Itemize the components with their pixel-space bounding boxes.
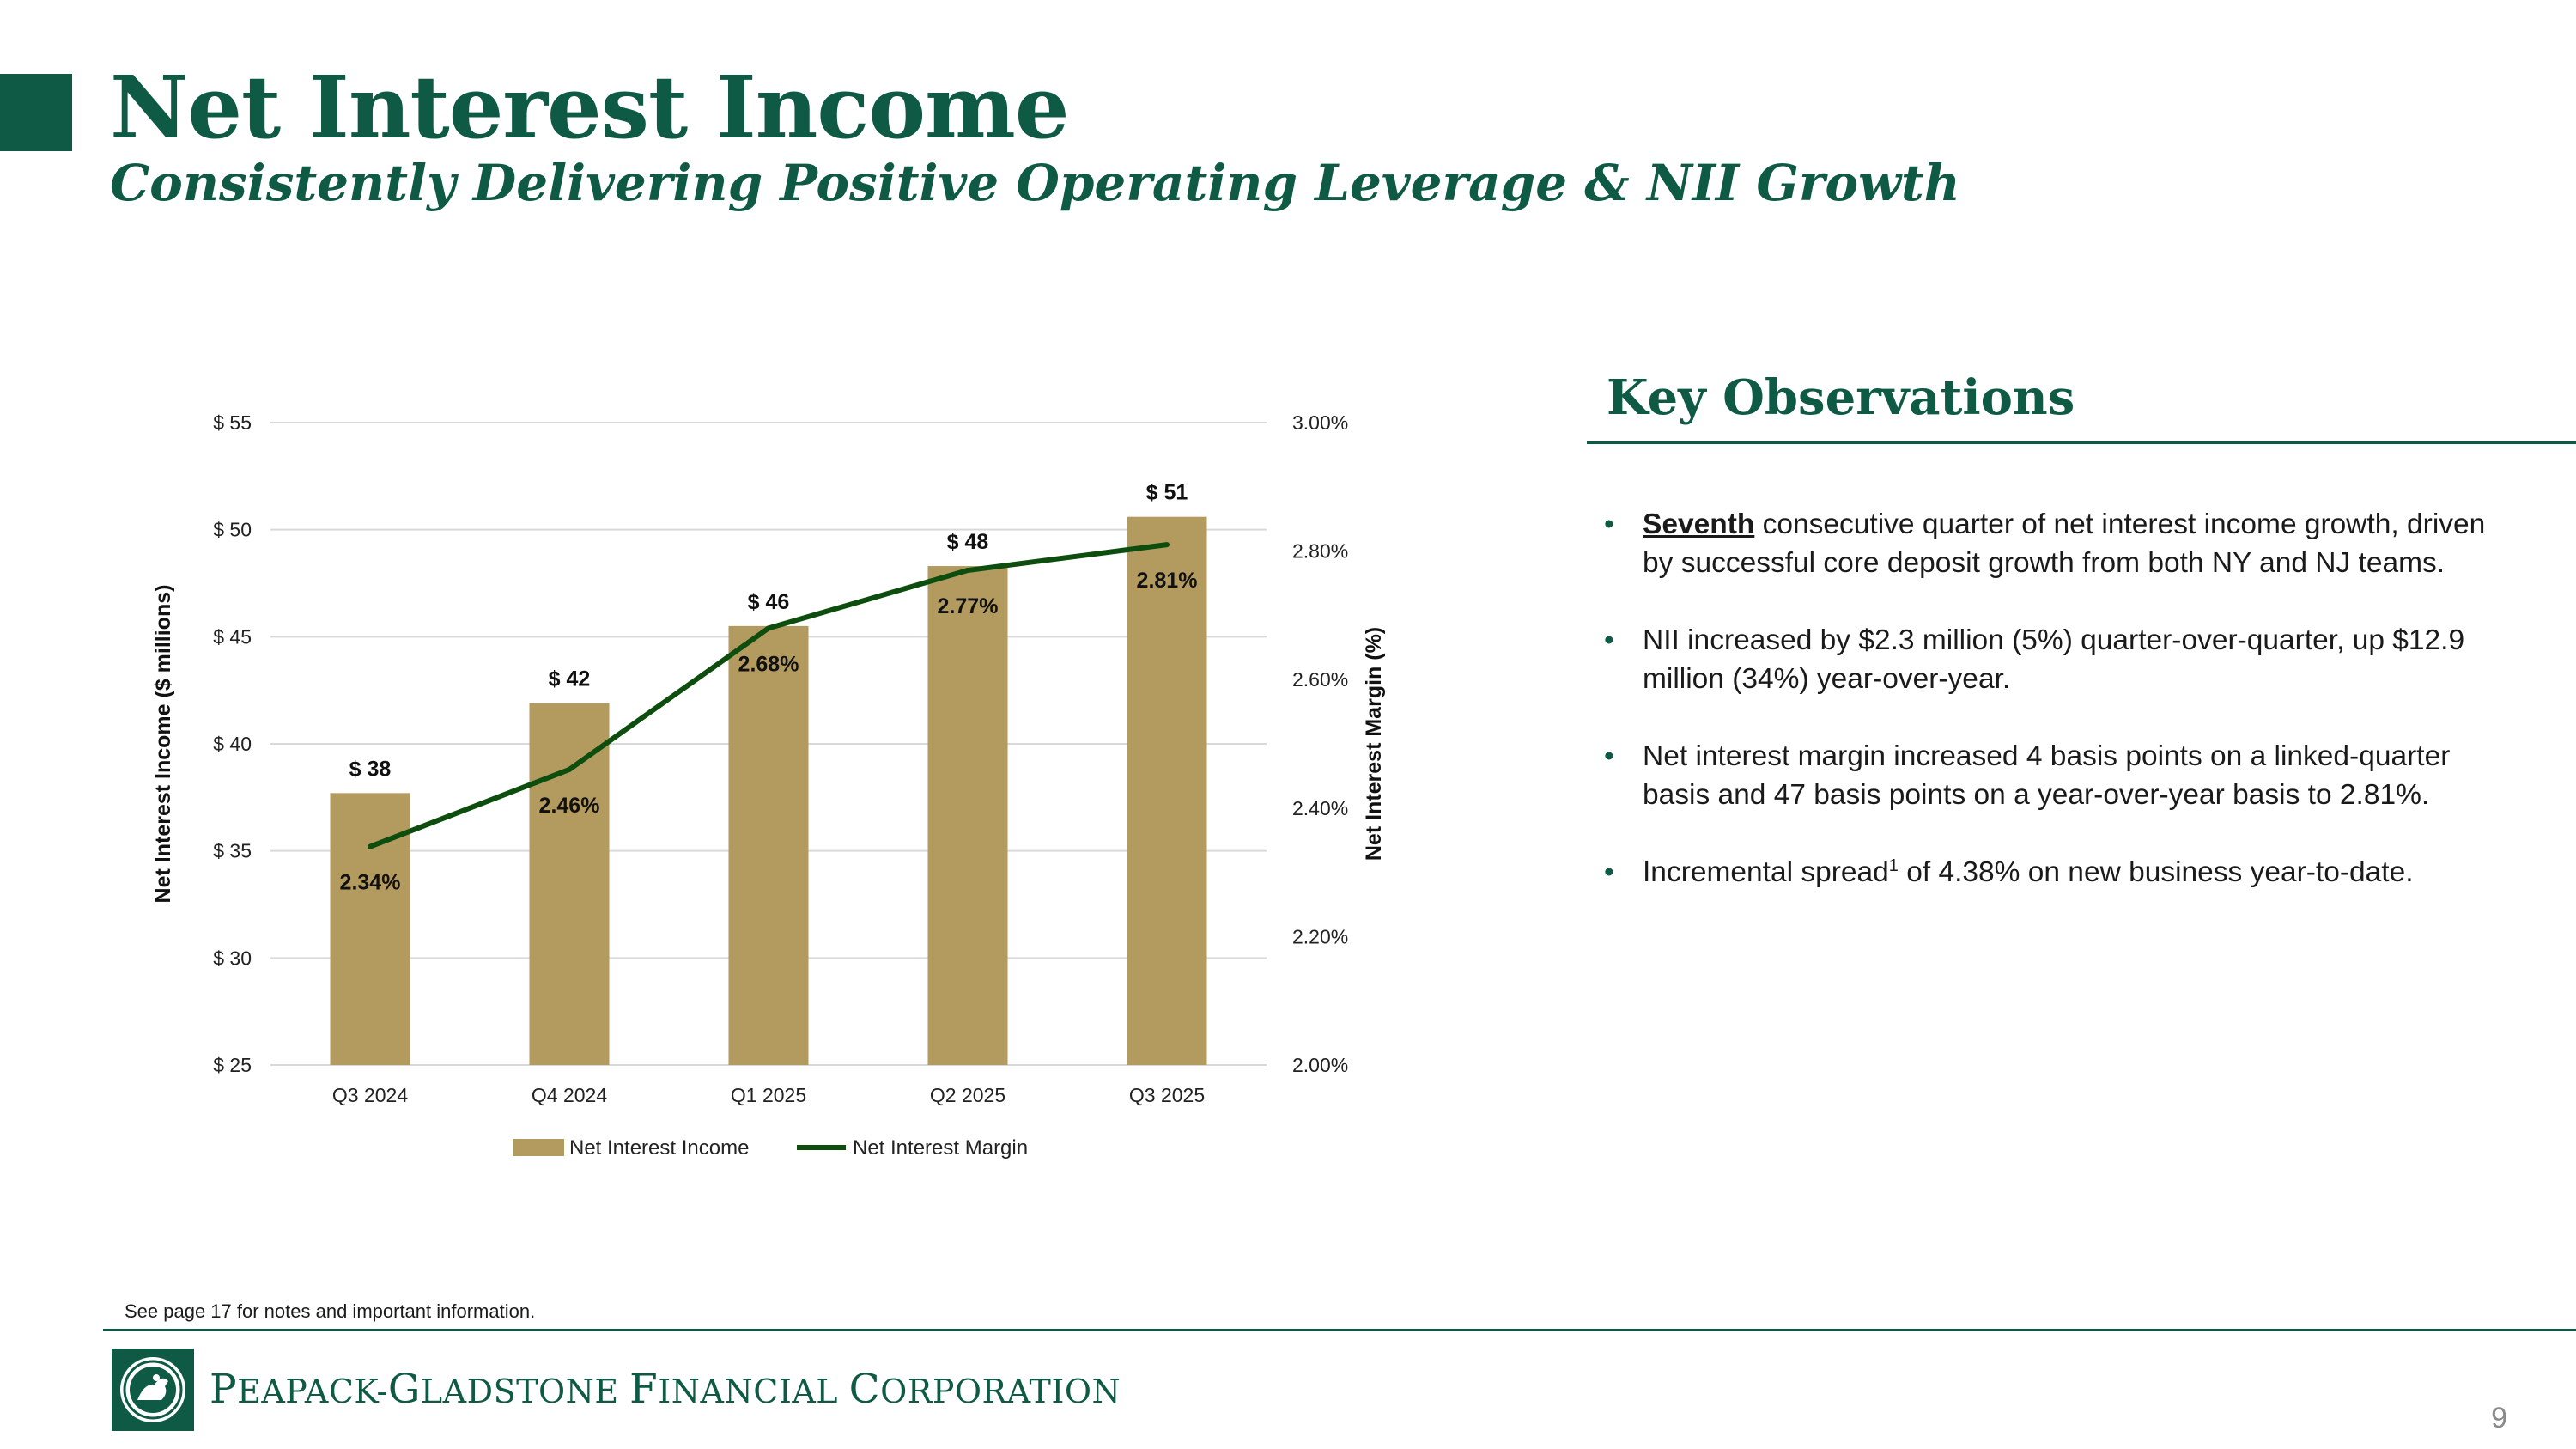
bar-nii bbox=[529, 703, 610, 1065]
x-tick-label: Q2 2025 bbox=[930, 1084, 1005, 1106]
x-tick-label: Q3 2025 bbox=[1129, 1084, 1205, 1106]
observation-text: NII increased by $2.3 million (5%) quart… bbox=[1643, 624, 2465, 695]
observation-text: Net interest margin increased 4 basis po… bbox=[1643, 740, 2451, 811]
x-tick-label: Q3 2024 bbox=[332, 1084, 408, 1106]
bullet-icon: • bbox=[1604, 624, 1614, 656]
y2-tick-label: 2.80% bbox=[1292, 540, 1348, 563]
company-seal-logo bbox=[112, 1349, 194, 1431]
observation-text: Incremental spread bbox=[1643, 856, 1889, 888]
bullet-icon: • bbox=[1604, 508, 1614, 540]
page-title: Net Interest Income bbox=[110, 57, 1069, 158]
y-tick-label: $ 35 bbox=[213, 840, 252, 862]
y-tick-label: $ 50 bbox=[213, 519, 252, 541]
bar-value-label: $ 51 bbox=[1146, 481, 1188, 505]
line-point bbox=[1164, 542, 1170, 548]
y-tick-label: $ 55 bbox=[213, 411, 252, 434]
observation-item: • Incremental spread1 of 4.38% on new bus… bbox=[1604, 853, 2514, 892]
bar-nii bbox=[1127, 516, 1207, 1065]
y-tick-label: $ 45 bbox=[213, 625, 252, 648]
observation-item: • NII increased by $2.3 million (5%) quar… bbox=[1604, 621, 2514, 698]
title-accent-square bbox=[0, 74, 72, 151]
observation-item: • Seventh consecutive quarter of net inte… bbox=[1604, 505, 2514, 582]
y2-tick-label: 2.00% bbox=[1292, 1054, 1348, 1076]
page-subtitle: Consistently Delivering Positive Operati… bbox=[110, 154, 1960, 212]
line-point bbox=[965, 568, 970, 574]
bar-value-label: $ 46 bbox=[748, 590, 790, 614]
x-tick-label: Q4 2024 bbox=[532, 1084, 607, 1106]
line-value-label: 2.46% bbox=[539, 794, 600, 818]
observation-item: • Net interest margin increased 4 basis p… bbox=[1604, 737, 2514, 814]
line-point bbox=[368, 843, 373, 849]
bullet-icon: • bbox=[1604, 740, 1614, 772]
y-tick-label: $ 40 bbox=[213, 733, 252, 755]
line-value-label: 2.77% bbox=[938, 594, 999, 618]
y2-tick-label: 2.60% bbox=[1292, 668, 1348, 691]
line-value-label: 2.81% bbox=[1137, 569, 1198, 593]
nii-chart: $ 55 $ 50 $ 45 $ 40 $ 35 $ 30 $ 25 3.00% 2.80% 2.… bbox=[151, 411, 1386, 1160]
y-tick-label: $ 30 bbox=[213, 947, 252, 969]
observation-text: consecutive quarter of net interest inco… bbox=[1643, 508, 2486, 579]
y2-axis-title: Net Interest Margin (%) bbox=[1362, 627, 1386, 861]
legend-label-nim: Net Interest Margin bbox=[853, 1136, 1028, 1160]
y-axis-title: Net Interest Income ($ millions) bbox=[151, 585, 175, 904]
y2-tick-label: 3.00% bbox=[1292, 411, 1348, 434]
company-name: PEAPACK-GLADSTONE FINANCIAL CORPORATION bbox=[210, 1366, 1121, 1413]
page-number: 9 bbox=[2491, 1402, 2507, 1434]
bar-value-label: $ 42 bbox=[549, 667, 591, 691]
legend-label-nii: Net Interest Income bbox=[569, 1136, 749, 1160]
y-tick-label: $ 25 bbox=[213, 1054, 252, 1076]
bar-value-label: $ 48 bbox=[947, 530, 989, 554]
observation-lead: Seventh bbox=[1643, 508, 1755, 540]
footnote: See page 17 for notes and important info… bbox=[125, 1300, 536, 1322]
y2-tick-label: 2.20% bbox=[1292, 925, 1348, 947]
line-point bbox=[567, 766, 572, 772]
key-observations-divider bbox=[1587, 441, 2576, 444]
line-value-label: 2.68% bbox=[738, 652, 799, 676]
key-observations-title: Key Observations bbox=[1607, 369, 2075, 426]
bar-nii bbox=[728, 625, 809, 1065]
bar-nii bbox=[927, 566, 1008, 1065]
bullet-icon: • bbox=[1604, 856, 1614, 888]
legend-swatch-nii bbox=[513, 1139, 564, 1156]
y2-tick-label: 2.40% bbox=[1292, 797, 1348, 819]
line-point bbox=[766, 625, 771, 631]
x-tick-label: Q1 2025 bbox=[731, 1084, 806, 1106]
observation-text: of 4.38% on new business year-to-date. bbox=[1898, 856, 2414, 888]
line-value-label: 2.34% bbox=[340, 871, 401, 895]
observations-list: • Seventh consecutive quarter of net inte… bbox=[1604, 505, 2514, 930]
footnote-marker: 1 bbox=[1888, 855, 1899, 875]
footer-divider bbox=[103, 1329, 2576, 1331]
bar-value-label: $ 38 bbox=[349, 757, 392, 781]
